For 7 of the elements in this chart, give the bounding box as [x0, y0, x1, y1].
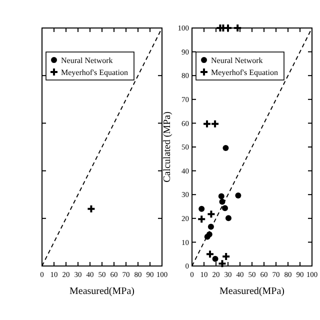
legend-label: Neural Network	[211, 56, 263, 65]
y-axis-title: Calculated (MPa)	[162, 112, 173, 182]
legend-label: Meyerhof's Equation	[61, 68, 128, 77]
x-axis-title: Measured(MPa)	[220, 286, 284, 297]
legend-label: Meyerhof's Equation	[211, 68, 278, 77]
legend-label: Neural Network	[61, 56, 113, 65]
x-axis-title: Measured(MPa)	[70, 286, 134, 297]
